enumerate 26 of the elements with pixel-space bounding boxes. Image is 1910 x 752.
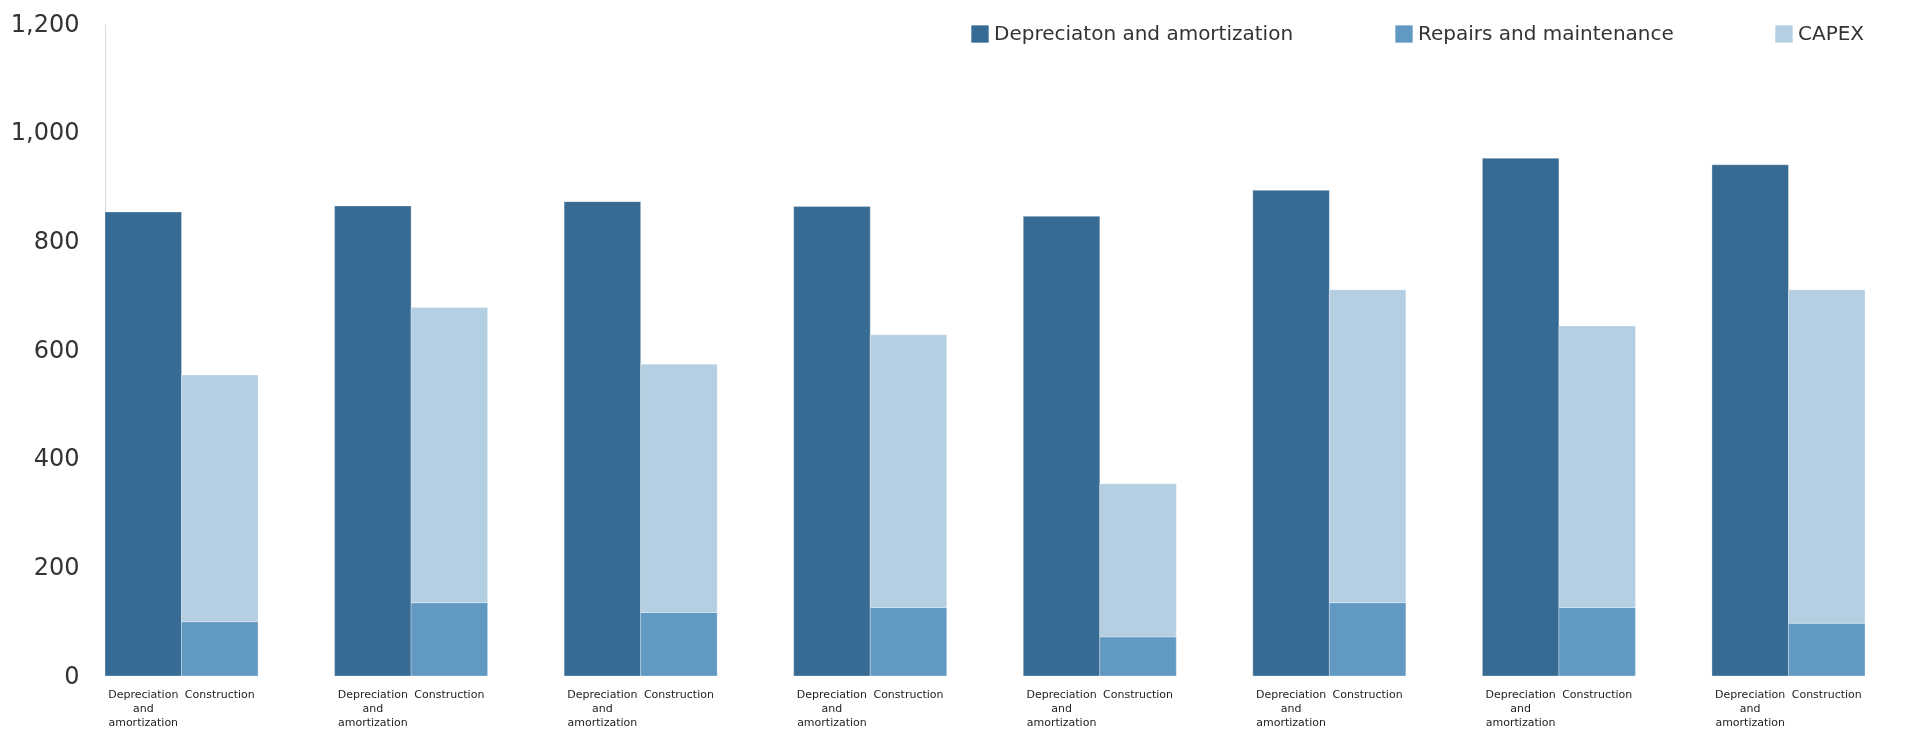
x-tick-label: Construction xyxy=(873,687,944,701)
x-tick-label: Construction xyxy=(1562,687,1633,701)
y-tick-label: 600 xyxy=(33,335,80,364)
x-tick-label: Depreciation and amortization xyxy=(1485,687,1556,729)
x-tick-label: Depreciation and amortization xyxy=(1715,687,1786,729)
x-tick-label: Construction xyxy=(643,687,714,701)
x-tick-label: Construction xyxy=(1332,687,1403,701)
x-tick-label: Construction xyxy=(184,687,255,701)
x-tick-label: Construction xyxy=(1103,687,1174,701)
legend-label: Repairs and maintenance xyxy=(1418,21,1674,45)
x-tick-label: Construction xyxy=(414,687,485,701)
x-tick-label: Construction xyxy=(1791,687,1862,701)
x-tick-label: Depreciation and amortization xyxy=(1255,687,1327,729)
y-tick-label: 0 xyxy=(64,661,80,690)
legend-label: Depreciaton and amortization xyxy=(994,21,1294,45)
y-tick-label: 1,200 xyxy=(10,9,80,38)
y-tick-label: 1,000 xyxy=(10,118,80,147)
x-tick-label: Depreciation and amortization xyxy=(796,687,868,729)
legend-label: CAPEX xyxy=(1798,21,1865,45)
y-tick-label: 800 xyxy=(33,226,80,255)
y-tick-label: 400 xyxy=(33,444,80,473)
x-tick-label: Depreciation and amortization xyxy=(567,687,638,729)
y-tick-label: 200 xyxy=(33,552,80,581)
x-tick-label: Depreciation and amortization xyxy=(108,687,179,729)
x-tick-label: Depreciation and amortization xyxy=(1026,687,1097,729)
x-tick-label: Depreciation and amortization xyxy=(337,687,408,729)
